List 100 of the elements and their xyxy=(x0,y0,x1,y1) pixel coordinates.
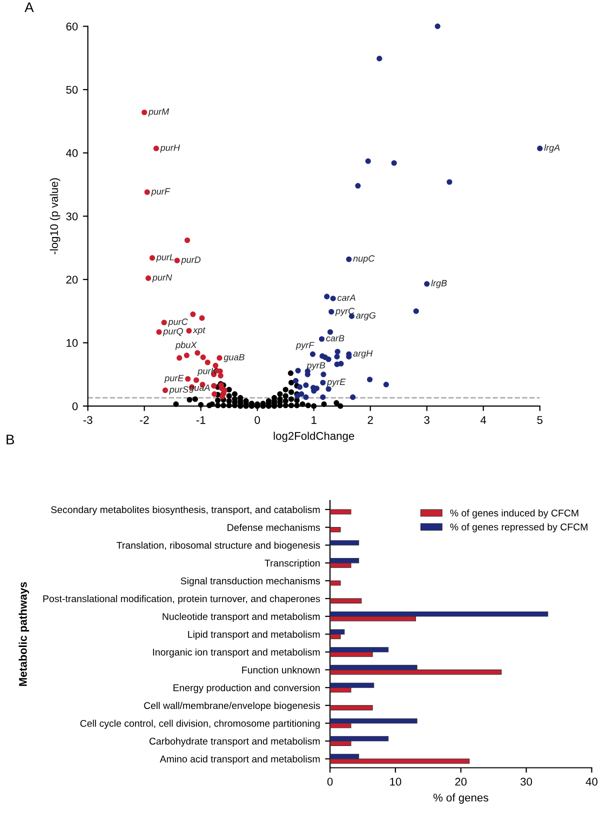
x-tick-label: 20 xyxy=(455,778,467,786)
point xyxy=(320,380,326,386)
y-tick-label: 40 xyxy=(66,149,78,158)
y-tick-label: Lipid transport and metabolism xyxy=(188,630,320,640)
point xyxy=(149,255,156,261)
annotation: argG xyxy=(356,312,376,320)
point xyxy=(190,312,196,318)
point xyxy=(298,391,304,397)
y-tick-label: 0 xyxy=(72,402,78,410)
point xyxy=(185,376,191,382)
point xyxy=(212,391,218,397)
y-tick-label: 30 xyxy=(66,212,78,220)
y-tick-label: Post-translational modification, protein turnover, and chaperones xyxy=(43,595,320,604)
point xyxy=(320,394,326,400)
point xyxy=(334,354,340,360)
x-tick-label: 0 xyxy=(327,778,333,786)
y-tick-label: 10 xyxy=(66,339,78,347)
x-tick-label: 40 xyxy=(586,778,598,786)
annotation: purS xyxy=(169,386,188,394)
point xyxy=(303,382,309,388)
x-axis-title: % of genes xyxy=(433,793,488,804)
point xyxy=(334,348,340,354)
x-tick-label: 10 xyxy=(390,778,402,786)
annotation: pyrC xyxy=(335,308,355,316)
x-tick-label: 3 xyxy=(424,416,430,424)
bar xyxy=(330,598,362,604)
x-tick-label: 5 xyxy=(537,416,542,424)
point xyxy=(446,179,452,185)
bar xyxy=(330,718,418,724)
point xyxy=(218,386,225,392)
x-tick-label: 1 xyxy=(312,416,316,424)
x-axis-title: log2FoldChange xyxy=(274,432,354,442)
annotation: pbuX xyxy=(175,342,197,350)
annotation: guaB xyxy=(224,354,244,362)
y-tick-label: 60 xyxy=(66,22,78,30)
point xyxy=(413,308,419,314)
point xyxy=(174,258,180,264)
point xyxy=(144,189,150,195)
point xyxy=(211,383,217,389)
x-tick-label: 0 xyxy=(254,416,260,424)
y-axis-title: -log10 (p value) xyxy=(50,178,60,254)
y-axis-title: Metabolic pathways xyxy=(18,582,30,686)
bar xyxy=(330,580,341,586)
point xyxy=(383,382,389,388)
annotation: purD xyxy=(181,256,201,265)
annotation: nupC xyxy=(353,255,375,264)
y-tick-label: Cell cycle control, cell division, chromosome partitioning xyxy=(80,720,320,729)
annotation: purM xyxy=(148,108,170,117)
annotation: lrgA xyxy=(544,144,560,153)
annotation: purN xyxy=(152,274,172,282)
point xyxy=(184,352,190,358)
annotation: xpt xyxy=(192,327,206,335)
point xyxy=(338,360,344,366)
y-tick-label: Signal transduction mechanisms xyxy=(180,577,320,586)
point xyxy=(365,158,371,164)
annotation: pyrF xyxy=(296,342,315,350)
point xyxy=(324,294,330,300)
y-tick-label: Energy production and conversion xyxy=(174,684,320,694)
point xyxy=(162,387,168,394)
y-tick-label: Amino acid transport and metabolism xyxy=(160,755,320,764)
point xyxy=(537,146,543,152)
annotation: lrgB xyxy=(431,280,447,288)
point xyxy=(194,377,200,383)
y-tick-label: Cell wall/membrane/envelope biogenesis xyxy=(144,702,320,711)
point xyxy=(328,308,334,315)
y-tick-label: Carbohydrate transport and metabolism xyxy=(149,738,320,747)
point xyxy=(296,384,302,390)
point xyxy=(176,355,182,361)
chart-title: A xyxy=(24,2,34,12)
point xyxy=(320,372,326,378)
point xyxy=(194,350,200,356)
point xyxy=(330,296,336,302)
point xyxy=(391,160,397,166)
annotation: purC xyxy=(168,318,188,327)
point xyxy=(376,56,382,62)
annotation: purQ xyxy=(162,328,183,336)
point xyxy=(295,368,301,374)
annotation: carB xyxy=(326,335,344,342)
point xyxy=(216,355,222,361)
annotation: argH xyxy=(353,350,373,358)
annotation: purF xyxy=(151,188,170,196)
y-tick-label: Secondary metabolites biosynthesis, transport, and catabolism xyxy=(51,506,320,516)
point xyxy=(146,275,152,281)
y-tick-label: Defense mechanisms xyxy=(228,524,320,531)
y-tick-label: Translation, ribosomal structure and biogenesis xyxy=(116,542,320,551)
point xyxy=(200,354,206,360)
x-tick-label: 4 xyxy=(480,416,486,424)
annotation: guaA xyxy=(189,384,210,393)
annotation: purH xyxy=(160,144,180,153)
point xyxy=(292,378,299,384)
x-tick-label: 2 xyxy=(368,416,373,424)
legend-label: % of genes repressed by CFCM xyxy=(450,523,588,532)
annotation: purE xyxy=(164,374,184,384)
text: B xyxy=(6,434,14,444)
point xyxy=(161,320,167,326)
point xyxy=(327,329,334,335)
x-tick-label: -3 xyxy=(83,416,92,424)
point xyxy=(204,360,210,366)
point xyxy=(186,328,192,334)
point xyxy=(153,146,159,152)
